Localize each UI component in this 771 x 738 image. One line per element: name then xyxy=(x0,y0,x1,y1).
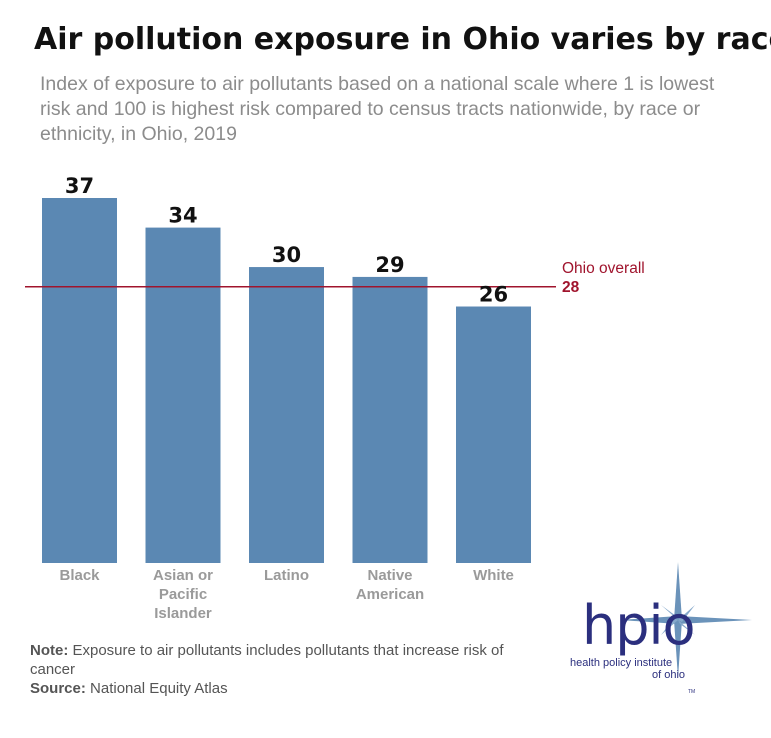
source-text: National Equity Atlas xyxy=(85,680,228,697)
category-label-line: Black xyxy=(59,567,100,584)
category-label-line: Latino xyxy=(264,567,309,584)
logo-wordmark: hpio xyxy=(582,594,695,657)
labels-layer: 37 Black 34 Asian or Pacific Islander 30 Latino… xyxy=(59,174,513,622)
category-label-line: Native xyxy=(367,567,412,584)
bar-0 xyxy=(42,198,117,563)
chart-notes: Note: Exposure to air pollutants include… xyxy=(30,641,550,698)
bar-3 xyxy=(352,276,428,563)
reference-line-group: Ohio overall 28 xyxy=(25,260,645,296)
bar-4 xyxy=(456,306,531,563)
source-label: Source: xyxy=(30,680,86,697)
category-label-line: American xyxy=(356,586,424,603)
note-line: Note: Exposure to air pollutants include… xyxy=(30,641,550,679)
reference-line-label: Ohio overall xyxy=(562,260,645,277)
logo-tagline-line1: health policy institute xyxy=(570,657,672,669)
bar-1 xyxy=(145,227,221,563)
source-line: Source: National Equity Atlas xyxy=(30,679,550,698)
bar-value-label-3: 29 xyxy=(375,253,404,277)
bar-value-label-1: 34 xyxy=(168,204,197,228)
note-label: Note: xyxy=(30,642,69,659)
category-label-line: Pacific xyxy=(159,586,207,603)
bars-layer xyxy=(42,198,531,563)
category-label-3: Native American xyxy=(356,567,424,603)
logo-tagline-line2: of ohio xyxy=(652,669,685,681)
category-label-1: Asian or Pacific Islander xyxy=(153,567,213,622)
chart-subtitle: Index of exposure to air pollutants base… xyxy=(40,73,715,145)
category-label-line: Asian or xyxy=(153,567,213,584)
reference-line-value: 28 xyxy=(562,279,580,296)
bar-2 xyxy=(249,267,324,563)
note-text: Exposure to air pollutants includes poll… xyxy=(30,642,504,678)
compass-star-icon xyxy=(620,562,752,678)
chart-title: Air pollution exposure in Ohio varies by… xyxy=(34,22,771,57)
category-label-0: Black xyxy=(59,567,100,584)
bar-value-label-0: 37 xyxy=(65,174,94,198)
category-label-4: White xyxy=(473,567,514,584)
category-label-line: Islander xyxy=(154,605,212,622)
bar-value-label-4: 26 xyxy=(479,283,508,307)
category-label-line: White xyxy=(473,567,514,584)
hpio-logo: hpio health policy institute of ohio TM xyxy=(570,562,752,695)
logo-trademark: TM xyxy=(688,689,695,695)
bar-value-label-2: 30 xyxy=(272,243,301,267)
category-label-2: Latino xyxy=(264,567,309,584)
